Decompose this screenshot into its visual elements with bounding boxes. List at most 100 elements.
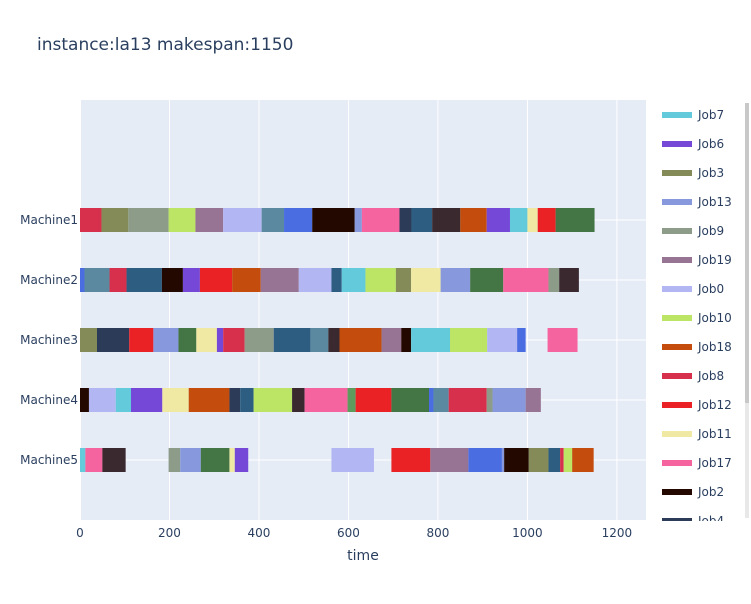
task-bar[interactable]: [312, 208, 355, 232]
task-bar[interactable]: [430, 448, 469, 472]
task-bar[interactable]: [450, 328, 488, 352]
task-bar[interactable]: [260, 268, 299, 292]
task-bar[interactable]: [88, 388, 116, 412]
task-bar[interactable]: [572, 448, 594, 472]
task-bar[interactable]: [492, 388, 526, 412]
legend-item[interactable]: Job12: [662, 398, 732, 412]
task-bar[interactable]: [381, 328, 402, 352]
task-bar[interactable]: [448, 388, 487, 412]
task-bar[interactable]: [261, 208, 285, 232]
task-bar[interactable]: [528, 448, 549, 472]
task-bar[interactable]: [391, 448, 431, 472]
legend-item[interactable]: Job13: [662, 195, 732, 209]
task-bar[interactable]: [223, 208, 262, 232]
legend-item[interactable]: Job10: [662, 311, 732, 325]
task-bar[interactable]: [560, 448, 564, 472]
task-bar[interactable]: [168, 448, 181, 472]
task-bar[interactable]: [161, 268, 183, 292]
task-bar[interactable]: [468, 448, 502, 472]
task-bar[interactable]: [391, 388, 429, 412]
task-bar[interactable]: [328, 328, 340, 352]
task-bar[interactable]: [80, 268, 85, 292]
task-bar[interactable]: [395, 268, 412, 292]
task-bar[interactable]: [253, 388, 293, 412]
task-bar[interactable]: [339, 328, 382, 352]
legend-item[interactable]: Job11: [662, 427, 732, 441]
task-bar[interactable]: [129, 328, 154, 352]
legend-item[interactable]: Job7: [662, 108, 724, 122]
legend-item[interactable]: Job17: [662, 456, 732, 470]
task-bar[interactable]: [188, 388, 230, 412]
task-bar[interactable]: [331, 268, 342, 292]
task-bar[interactable]: [195, 208, 224, 232]
task-bar[interactable]: [196, 328, 217, 352]
task-bar[interactable]: [401, 328, 412, 352]
task-bar[interactable]: [501, 448, 505, 472]
task-bar[interactable]: [97, 328, 130, 352]
task-bar[interactable]: [298, 268, 332, 292]
task-bar[interactable]: [487, 328, 518, 352]
task-bar[interactable]: [232, 268, 261, 292]
task-bar[interactable]: [504, 448, 529, 472]
task-bar[interactable]: [432, 208, 461, 232]
legend-item[interactable]: Job19: [662, 253, 732, 267]
task-bar[interactable]: [559, 268, 579, 292]
legend-item[interactable]: Job6: [662, 137, 724, 151]
task-bar[interactable]: [399, 208, 412, 232]
task-bar[interactable]: [223, 328, 245, 352]
legend-scrollbar-thumb[interactable]: [745, 103, 749, 403]
task-bar[interactable]: [537, 208, 556, 232]
task-bar[interactable]: [182, 268, 200, 292]
task-bar[interactable]: [284, 208, 313, 232]
task-bar[interactable]: [273, 328, 311, 352]
task-bar[interactable]: [101, 208, 129, 232]
task-bar[interactable]: [80, 448, 86, 472]
task-bar[interactable]: [178, 328, 197, 352]
legend-item[interactable]: Job18: [662, 340, 732, 354]
legend[interactable]: Job7 Job6 Job3 Job13 Job9 Job19 Job0 Job10 Job18…: [655, 100, 751, 528]
task-bar[interactable]: [411, 268, 441, 292]
legend-item[interactable]: Job0: [662, 282, 724, 296]
task-bar[interactable]: [180, 448, 201, 472]
task-bar[interactable]: [355, 388, 392, 412]
task-bar[interactable]: [527, 208, 538, 232]
task-bar[interactable]: [292, 388, 305, 412]
task-bar[interactable]: [525, 388, 541, 412]
task-bar[interactable]: [354, 208, 362, 232]
task-bar[interactable]: [310, 328, 329, 352]
task-bar[interactable]: [347, 388, 356, 412]
task-bar[interactable]: [433, 388, 449, 412]
task-bar[interactable]: [361, 208, 400, 232]
task-bar[interactable]: [517, 328, 526, 352]
task-bar[interactable]: [168, 208, 196, 232]
task-bar[interactable]: [85, 448, 103, 472]
task-bar[interactable]: [131, 388, 163, 412]
task-bar[interactable]: [128, 208, 169, 232]
task-bar[interactable]: [115, 388, 132, 412]
task-bar[interactable]: [509, 208, 528, 232]
task-bar[interactable]: [486, 388, 493, 412]
task-bar[interactable]: [162, 388, 189, 412]
task-bar[interactable]: [229, 388, 241, 412]
task-bar[interactable]: [411, 208, 433, 232]
task-bar[interactable]: [84, 268, 110, 292]
task-bar[interactable]: [80, 208, 102, 232]
task-bar[interactable]: [563, 448, 573, 472]
task-bar[interactable]: [304, 388, 348, 412]
task-bar[interactable]: [555, 208, 595, 232]
legend-item[interactable]: Job8: [662, 369, 724, 383]
task-bar[interactable]: [80, 328, 98, 352]
legend-item[interactable]: Job4: [662, 514, 724, 528]
task-bar[interactable]: [470, 268, 504, 292]
task-bar[interactable]: [153, 328, 179, 352]
task-bar[interactable]: [411, 328, 451, 352]
task-bar[interactable]: [244, 328, 274, 352]
task-bar[interactable]: [503, 268, 549, 292]
legend-item[interactable]: Job2: [662, 485, 724, 499]
task-bar[interactable]: [229, 448, 235, 472]
task-bar[interactable]: [200, 448, 230, 472]
task-bar[interactable]: [199, 268, 233, 292]
task-bar[interactable]: [240, 388, 254, 412]
task-bar[interactable]: [331, 448, 374, 472]
task-bar[interactable]: [234, 448, 249, 472]
